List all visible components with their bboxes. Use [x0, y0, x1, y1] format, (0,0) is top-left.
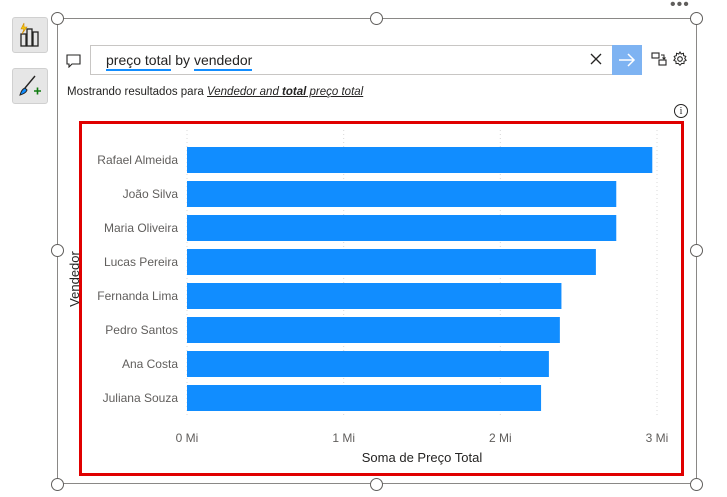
- category-label: João Silva: [123, 187, 179, 201]
- bar[interactable]: [187, 215, 617, 241]
- y-axis-title: Vendedor: [67, 251, 82, 307]
- category-label: Ana Costa: [122, 357, 178, 371]
- x-axis-title: Soma de Preço Total: [362, 450, 483, 465]
- format-visual-button[interactable]: [12, 68, 48, 104]
- restated-part-bold: total: [282, 86, 307, 98]
- quick-insights-icon: [20, 22, 39, 47]
- restated-part-1: Vendedor and: [207, 86, 283, 98]
- showing-results-text: Mostrando resultados para Vendedor and t…: [67, 86, 363, 98]
- close-icon[interactable]: [589, 52, 603, 71]
- category-label: Pedro Santos: [105, 323, 178, 337]
- x-tick-label: 3 Mi: [646, 431, 669, 445]
- restated-part-2: preço total: [306, 86, 364, 98]
- resize-handle-bottom-left[interactable]: [51, 478, 64, 491]
- category-label: Fernanda Lima: [97, 289, 178, 303]
- resize-handle-right[interactable]: [690, 244, 703, 257]
- category-label: Juliana Souza: [103, 391, 179, 405]
- bar[interactable]: [187, 317, 560, 343]
- showing-prefix: Mostrando resultados para: [67, 86, 204, 98]
- format-brush-add-icon: [19, 75, 41, 96]
- resize-handle-left[interactable]: [51, 244, 64, 257]
- category-label: Rafael Almeida: [97, 153, 178, 167]
- resize-handle-top[interactable]: [370, 12, 383, 25]
- gear-icon[interactable]: [672, 51, 688, 72]
- bar[interactable]: [187, 147, 653, 173]
- restated-question-link[interactable]: Vendedor and total preço total: [207, 86, 363, 98]
- x-tick-label: 0 Mi: [176, 431, 199, 445]
- qna-search-input[interactable]: preço total by vendedor: [90, 45, 642, 75]
- query-term-vendedor: vendedor: [193, 52, 253, 71]
- more-options-icon[interactable]: •••: [670, 0, 690, 13]
- bar[interactable]: [187, 181, 617, 207]
- bar[interactable]: [187, 249, 596, 275]
- bar[interactable]: [187, 351, 549, 377]
- resize-handle-top-right[interactable]: [690, 12, 703, 25]
- quick-insights-button[interactable]: [12, 17, 48, 53]
- comment-icon[interactable]: [66, 54, 81, 73]
- query-term-preco-total: preço total: [106, 52, 172, 71]
- resize-handle-bottom[interactable]: [370, 478, 383, 491]
- category-label: Maria Oliveira: [104, 221, 178, 235]
- chart-highlight-border: [79, 121, 684, 476]
- category-label: Lucas Pereira: [104, 255, 178, 269]
- x-tick-label: 2 Mi: [489, 431, 512, 445]
- submit-question-button[interactable]: [612, 45, 642, 75]
- query-connector: by: [171, 52, 194, 68]
- convert-visual-icon[interactable]: [651, 51, 667, 72]
- bar[interactable]: [187, 385, 542, 411]
- resize-handle-top-left[interactable]: [51, 12, 64, 25]
- x-tick-label: 1 Mi: [332, 431, 355, 445]
- bar[interactable]: [187, 283, 562, 309]
- qna-query-text[interactable]: preço total by vendedor: [106, 52, 253, 71]
- info-icon[interactable]: i: [674, 104, 688, 118]
- arrow-right-icon: [619, 53, 636, 67]
- resize-handle-bottom-right[interactable]: [690, 478, 703, 491]
